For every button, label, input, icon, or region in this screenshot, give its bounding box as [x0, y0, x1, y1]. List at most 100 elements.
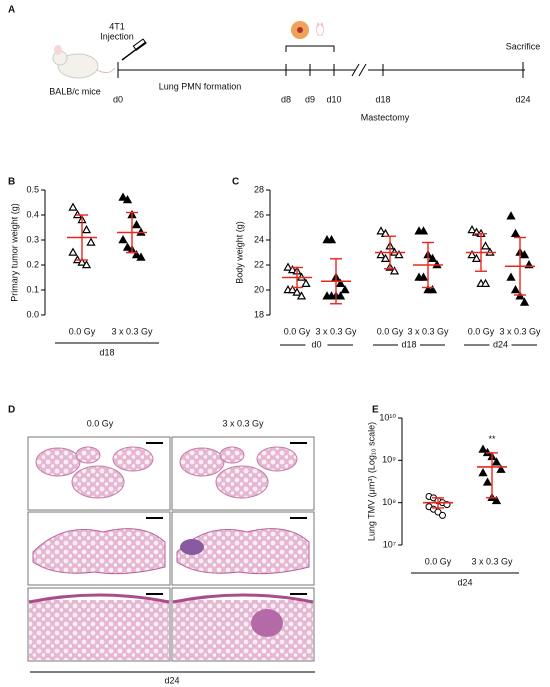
lesion [180, 539, 204, 555]
group-label: d24 [493, 339, 508, 349]
panel-label: E [372, 405, 379, 416]
lung-lobe [219, 446, 245, 464]
data-point [480, 278, 491, 287]
y-axis-label: Body weight (g) [234, 221, 244, 284]
data-point [335, 291, 346, 300]
y-tick-label: 0.0 [26, 309, 39, 319]
y-tick-label: 0.4 [26, 209, 39, 219]
lung-lobe [179, 447, 225, 477]
panel-label: C [232, 177, 239, 188]
lung-lobe [112, 446, 154, 472]
lung-lobe [71, 465, 125, 499]
day-label: d18 [375, 94, 390, 104]
significance: ** [488, 434, 496, 444]
data-point [131, 249, 142, 259]
group-label: d18 [99, 347, 114, 357]
injection-label: Injection [100, 31, 134, 41]
injection-label: 4T1 [109, 21, 125, 31]
data-point [478, 468, 488, 477]
data-point [287, 264, 298, 274]
data-point [296, 291, 307, 300]
data-point [389, 266, 400, 275]
data-point [118, 234, 128, 244]
y-axis-label: Lung TMV (μm³) (Log₁₀ scale) [366, 422, 376, 541]
group-label: d24 [164, 675, 179, 685]
data-point [81, 259, 92, 269]
column-label: 3 x 0.3 Gy [222, 418, 264, 428]
data-point [301, 278, 311, 287]
lung-lobe [215, 465, 269, 499]
panel-label: B [8, 177, 15, 188]
data-point [335, 278, 346, 287]
histology-images [27, 436, 315, 662]
data-point [292, 287, 302, 296]
column-label: 0.0 Gy [87, 418, 114, 428]
group-label: d18 [401, 339, 416, 349]
x-tick-label: 0.0 Gy [468, 326, 495, 336]
lung-lobe [75, 446, 101, 464]
lung-section [32, 528, 166, 575]
timeline-ticks [117, 62, 524, 78]
event-label: Sacrifice [506, 41, 541, 51]
day-label: d0 [113, 94, 123, 104]
data-point [131, 219, 142, 229]
data-point [506, 211, 516, 220]
y-tick-label: 22 [254, 259, 264, 269]
day-label: d8 [281, 94, 291, 104]
y-tick-label: 18 [254, 309, 264, 319]
data-point [427, 284, 438, 294]
y-tick-label: 20 [254, 284, 264, 294]
x-tick-label: 0.0 Gy [377, 326, 404, 336]
radiation-icon [291, 21, 324, 39]
data-point [68, 202, 78, 211]
pleura [172, 593, 314, 604]
event-label: Mastectomy [361, 112, 410, 122]
data-point [478, 444, 488, 453]
data-point [427, 253, 438, 262]
data-point [77, 257, 87, 266]
data-point [491, 495, 502, 505]
day-label: d10 [326, 94, 341, 104]
lung-lobe [256, 446, 298, 472]
y-tick-label: 0.3 [26, 234, 39, 244]
lung-tissue [29, 600, 169, 660]
y-axis-label: Primary tumor weight (g) [9, 203, 19, 302]
data-point [510, 228, 521, 237]
phase-label: Lung PMN formation [159, 81, 242, 91]
data-point [287, 284, 298, 294]
data-point [496, 464, 506, 473]
data-point [434, 508, 442, 516]
data-point [118, 192, 128, 201]
panel-label: A [8, 5, 15, 16]
y-tick-label: 0.1 [26, 284, 39, 294]
mouse-label: BALB/c mice [49, 86, 101, 96]
data-point [122, 242, 133, 251]
group-label: d0 [311, 339, 321, 349]
data-point [439, 511, 446, 519]
lung-lobe [35, 447, 81, 477]
day-label: d9 [305, 94, 315, 104]
data-point [340, 284, 350, 294]
day-label: d24 [515, 94, 530, 104]
y-tick-label: 26 [254, 209, 264, 219]
data-point [480, 241, 491, 250]
data-point [81, 224, 92, 234]
x-tick-label: 3 x 0.3 Gy [315, 326, 357, 336]
data-point [519, 249, 530, 259]
data-point [418, 226, 429, 235]
y-tick-label: 10⁸ [382, 497, 396, 507]
data-point [471, 253, 482, 262]
y-tick-label: 0.5 [26, 184, 39, 194]
x-tick-label: 0.0 Gy [284, 326, 311, 336]
data-point [326, 234, 337, 244]
panel-label: D [8, 405, 15, 416]
data-point [68, 247, 78, 256]
y-tick-label: 10⁷ [383, 539, 396, 549]
data-point [491, 457, 502, 466]
syringe-icon [121, 38, 147, 61]
data-point [467, 249, 477, 259]
data-point [122, 194, 133, 204]
x-tick-label: 0.0 Gy [69, 326, 96, 336]
